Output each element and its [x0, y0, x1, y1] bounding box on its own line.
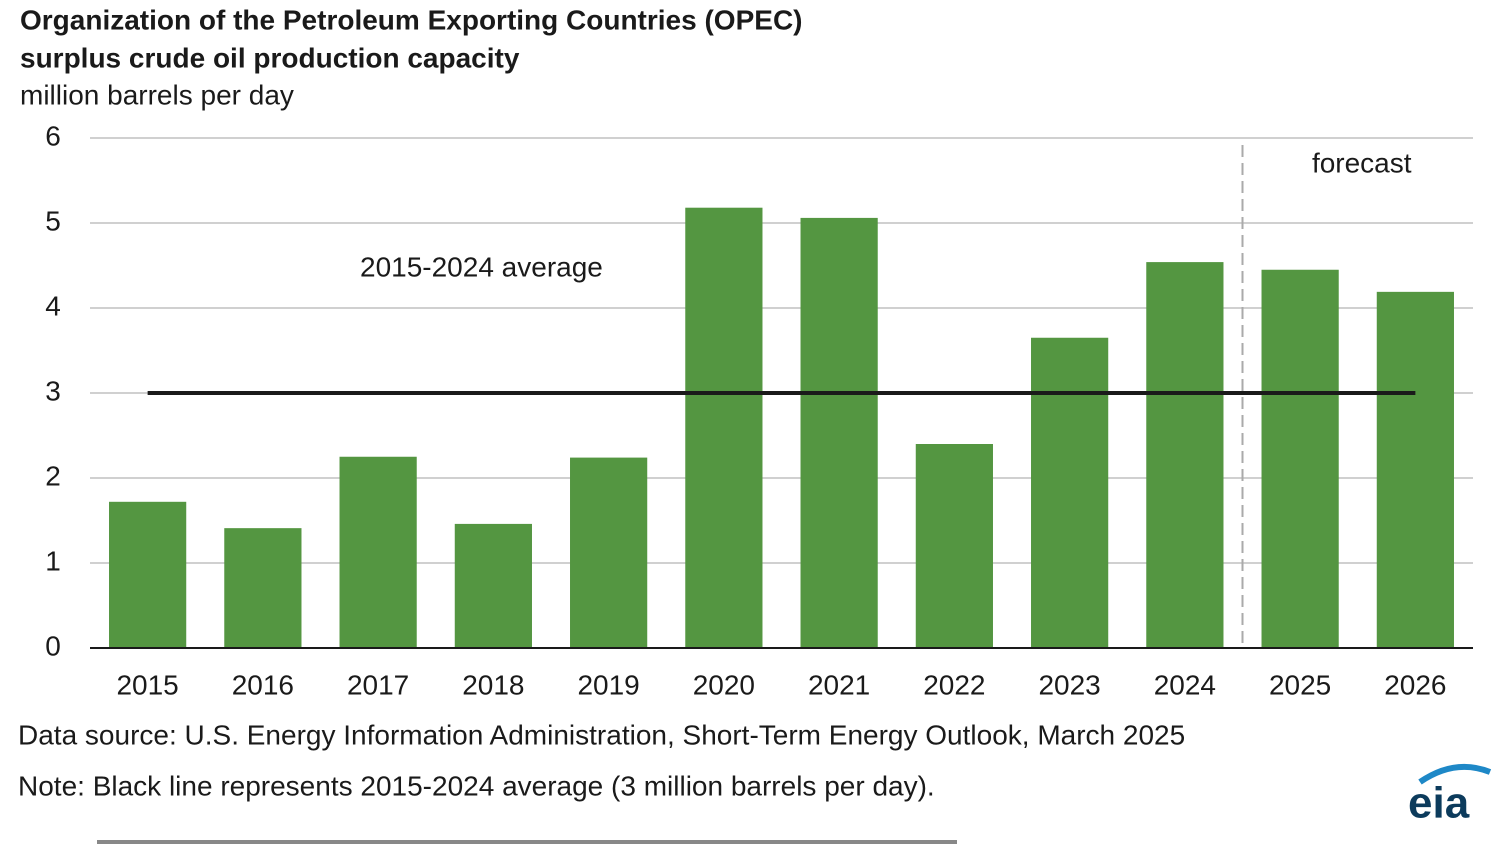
y-tick-label: 5 [45, 205, 61, 236]
bar [454, 523, 532, 648]
footnote: Note: Black line represents 2015-2024 av… [18, 770, 935, 801]
logo: eia [1408, 779, 1470, 828]
x-tick-label: 2015 [116, 669, 178, 700]
x-tick-label: 2023 [1038, 669, 1100, 700]
y-tick-label: 1 [45, 545, 61, 576]
x-tick-label: 2016 [232, 669, 294, 700]
x-tick-label: 2026 [1384, 669, 1446, 700]
bar [1146, 262, 1224, 648]
bar [915, 444, 993, 648]
y-tick-label: 2 [45, 460, 61, 491]
y-tick-label: 0 [45, 630, 61, 661]
x-tick-label: 2020 [693, 669, 755, 700]
x-tick-label: 2025 [1269, 669, 1331, 700]
average-label: 2015-2024 average [360, 251, 603, 282]
bar [1376, 291, 1454, 648]
bar [339, 456, 417, 648]
x-tick-label: 2019 [577, 669, 639, 700]
x-tick-label: 2021 [808, 669, 870, 700]
bar [1031, 337, 1109, 648]
chart-title: Organization of the Petroleum Exporting … [20, 4, 802, 35]
bar [224, 528, 302, 648]
chart-title: surplus crude oil production capacity [20, 42, 520, 73]
bar [800, 217, 878, 648]
x-tick-label: 2024 [1154, 669, 1216, 700]
forecast-label: forecast [1312, 147, 1412, 178]
chart-subtitle: million barrels per day [20, 79, 294, 110]
x-tick-label: 2022 [923, 669, 985, 700]
y-tick-label: 4 [45, 290, 61, 321]
logo-arc [1418, 763, 1492, 785]
x-tick-label: 2017 [347, 669, 409, 700]
bar [1261, 269, 1339, 648]
y-tick-label: 6 [45, 120, 61, 151]
bar [109, 501, 187, 648]
x-tick-label: 2018 [462, 669, 524, 700]
source-note: Data source: U.S. Energy Information Adm… [18, 719, 1185, 750]
bar [570, 457, 648, 648]
bar [685, 207, 763, 648]
y-tick-label: 3 [45, 375, 61, 406]
